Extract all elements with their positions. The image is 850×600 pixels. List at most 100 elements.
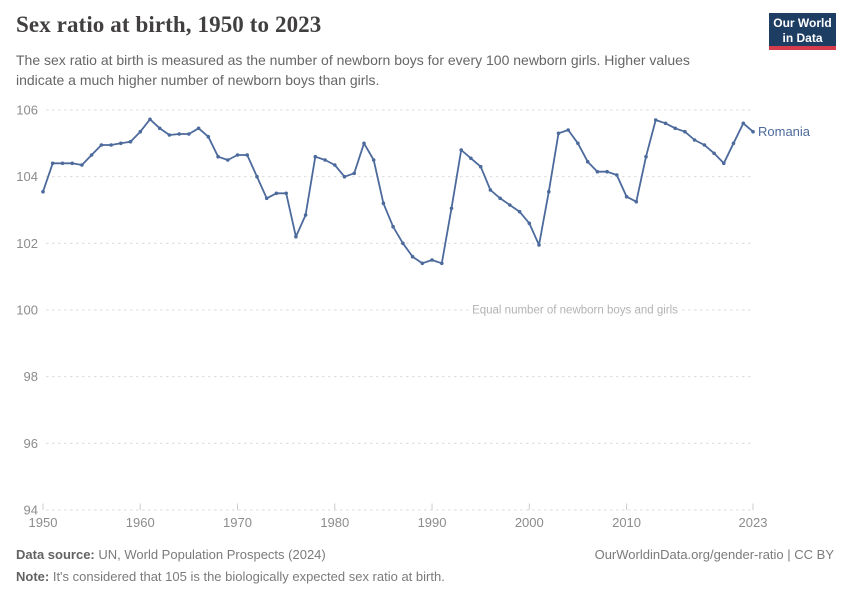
attribution-link[interactable]: OurWorldinData.org/gender-ratio | CC BY	[594, 547, 834, 562]
data-point-romania-2011	[634, 199, 639, 204]
chart-subtitle: The sex ratio at birth is measured as th…	[16, 50, 690, 90]
owid-logo-line2: in Data	[782, 31, 823, 45]
y-tick-label-106: 106	[16, 103, 38, 118]
data-point-romania-1958	[119, 141, 123, 146]
data-point-romania-1996	[488, 188, 493, 192]
data-point-romania-1968	[216, 154, 220, 159]
x-tick-label-2023: 2023	[739, 515, 768, 530]
data-point-romania-1986	[391, 224, 395, 229]
x-tick-label-1960: 1960	[126, 515, 155, 530]
data-point-romania-1957	[109, 143, 113, 147]
data-point-romania-1950	[41, 189, 45, 194]
owid-logo[interactable]: Our World in Data	[769, 13, 836, 50]
y-tick-label-96: 96	[24, 436, 38, 451]
data-point-romania-2016	[683, 129, 687, 134]
data-point-romania-2013	[653, 118, 658, 122]
data-point-romania-1962	[157, 126, 162, 131]
data-point-romania-2002	[547, 189, 551, 194]
data-point-romania-1999	[517, 209, 522, 214]
data-point-romania-2021	[731, 141, 736, 146]
data-point-romania-2006	[585, 159, 590, 164]
y-tick-label-100: 100	[16, 302, 38, 317]
data-point-romania-2007	[595, 169, 600, 174]
data-point-romania-2019	[712, 151, 716, 156]
data-point-romania-1998	[508, 203, 512, 207]
data-point-romania-1952	[60, 161, 65, 166]
note-value: It's considered that 105 is the biologic…	[49, 569, 445, 584]
data-point-romania-1984	[371, 158, 376, 162]
x-tick-label-1970: 1970	[223, 515, 252, 530]
data-point-romania-1985	[381, 201, 386, 206]
data-point-romania-1965	[187, 132, 191, 136]
note-line: Note: It's considered that 105 is the bi…	[16, 569, 834, 584]
data-point-romania-1997	[498, 196, 502, 201]
note-label: Note:	[16, 569, 50, 584]
data-point-romania-1987	[401, 241, 405, 246]
series-line-romania	[42, 118, 754, 265]
data-point-romania-1964	[177, 132, 181, 136]
data-point-romania-1974	[274, 191, 279, 196]
line-chart-canvas: 94 96 98 100 102 104 106 1950 1960 1970 1980 1990 20…	[16, 103, 811, 530]
annotation-equal-ratio: Equal number of newborn boys and girls	[472, 304, 678, 316]
x-tick-label-2010: 2010	[612, 515, 641, 530]
y-tick-label-98: 98	[24, 369, 38, 384]
data-point-romania-1961	[148, 117, 152, 122]
data-point-romania-2014	[663, 121, 668, 126]
data-point-romania-1956	[99, 143, 104, 147]
data-point-romania-1980	[333, 163, 337, 167]
chart-subtitle-line1: The sex ratio at birth is measured as th…	[16, 52, 690, 68]
data-point-romania-1971	[245, 153, 249, 157]
data-point-romania-1977	[303, 213, 308, 217]
data-point-romania-1969	[226, 158, 230, 162]
data-point-romania-2009	[615, 173, 619, 177]
data-point-romania-1966	[196, 126, 201, 131]
data-point-romania-1993	[459, 148, 464, 152]
data-point-romania-2010	[624, 194, 629, 199]
data-point-romania-1970	[235, 153, 240, 157]
y-tick-label-102: 102	[16, 236, 38, 251]
data-point-romania-1982	[352, 171, 357, 176]
x-tick-label-1950: 1950	[29, 515, 58, 530]
data-point-romania-1994	[469, 156, 473, 161]
data-point-romania-2023	[751, 129, 755, 134]
data-point-romania-1976	[294, 234, 298, 239]
y-tick-label-104: 104	[16, 169, 38, 184]
data-point-romania-2001	[537, 243, 541, 247]
chart-subtitle-line2: indicate a much higher number of newborn…	[16, 72, 380, 88]
data-point-romania-1981	[342, 174, 347, 179]
data-point-romania-1960	[138, 129, 143, 134]
data-point-romania-2012	[644, 154, 648, 159]
chart-footer: Data source: UN, World Population Prospe…	[16, 547, 834, 584]
data-point-romania-2000	[527, 221, 532, 226]
data-point-romania-2004	[566, 128, 570, 132]
data-point-romania-1989	[420, 261, 425, 266]
data-point-romania-1955	[89, 153, 94, 157]
data-point-romania-1963	[167, 133, 172, 137]
data-point-romania-1978	[313, 154, 318, 159]
data-point-romania-2018	[702, 143, 707, 147]
annotation-backing	[472, 301, 678, 317]
data-point-romania-2003	[556, 131, 561, 136]
data-point-romania-1983	[362, 141, 366, 146]
data-point-romania-1951	[50, 161, 55, 166]
series-label-romania[interactable]: Romania	[758, 124, 811, 139]
data-point-romania-1967	[206, 134, 211, 139]
data-point-romania-2008	[605, 169, 609, 174]
data-point-romania-1991	[440, 261, 444, 266]
data-point-romania-1992	[449, 206, 454, 211]
data-point-romania-1954	[80, 163, 84, 167]
x-tick-label-2000: 2000	[515, 515, 544, 530]
data-point-romania-2017	[692, 138, 697, 142]
data-point-romania-1979	[323, 158, 327, 162]
data-point-romania-1972	[255, 174, 259, 179]
data-source-label: Data source:	[16, 547, 95, 562]
data-point-romania-1973	[264, 196, 269, 201]
owid-logo-line1: Our World	[773, 16, 832, 30]
data-point-romania-2022	[741, 121, 746, 126]
data-point-romania-1975	[284, 191, 289, 196]
data-point-romania-1995	[478, 164, 483, 169]
data-source-value: UN, World Population Prospects (2024)	[94, 547, 326, 562]
x-tick-label-1980: 1980	[320, 515, 349, 530]
data-point-romania-1988	[410, 254, 415, 259]
